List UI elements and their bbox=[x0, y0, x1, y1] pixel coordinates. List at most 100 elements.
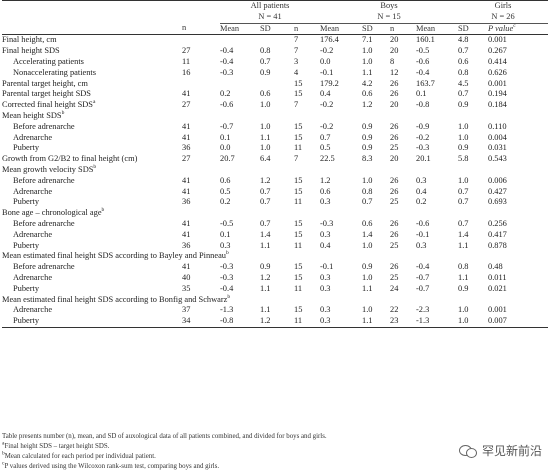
row-label: Final height SDS bbox=[2, 46, 60, 56]
cell-mean-boys: 0.3 bbox=[320, 305, 331, 315]
cell-mean-all: -1.3 bbox=[220, 305, 234, 315]
cell-p-value: 0.427 bbox=[488, 186, 507, 196]
cell-n-girls: 20 bbox=[390, 35, 399, 45]
cell-sd-all: 1.1 bbox=[260, 283, 271, 293]
row-label: Adrenarche bbox=[13, 272, 53, 282]
row-label-cell: Mean growth velocity SDSb bbox=[2, 164, 548, 176]
cell-n-boys: 15 bbox=[294, 229, 303, 239]
cell-sd-girls: 0.7 bbox=[458, 197, 469, 207]
cell-n-boys: 11 bbox=[294, 143, 303, 153]
table-row: Before adrenarche 41 -0.5 0.7 15 -0.3 0.6 26 -0.… bbox=[2, 219, 548, 230]
cell-sd-girls: 0.9 bbox=[458, 143, 469, 153]
cell-mean-boys: 0.3 bbox=[320, 272, 331, 282]
cell-mean-all: 0.3 bbox=[220, 240, 231, 250]
cell-n-all: 41 bbox=[182, 175, 191, 185]
row-label-cell: Corrected final height SDSa bbox=[2, 100, 182, 111]
row-label: Adrenarche bbox=[13, 305, 53, 315]
cell-mean-boys: -0.2 bbox=[320, 121, 334, 131]
cell-p-value: 0.267 bbox=[488, 46, 507, 56]
cell-p-value: 0.414 bbox=[488, 56, 507, 66]
cell-sd-girls: 0.7 bbox=[458, 46, 469, 56]
cell-n-all: 36 bbox=[182, 197, 191, 207]
cell-mean-boys: 179.2 bbox=[320, 78, 339, 88]
row-label: Accelerating patients bbox=[13, 56, 84, 66]
row-label-cell: Parental target height, cm bbox=[2, 79, 182, 90]
cell-sd-girls: 1.0 bbox=[458, 316, 489, 328]
cell-p-value: 0.007 bbox=[488, 316, 549, 328]
cell-sd-all: 1.0 bbox=[260, 100, 271, 110]
cell-n-girls: 26 bbox=[390, 121, 399, 131]
cell-mean-all: 0.1 bbox=[220, 132, 231, 142]
table-row: Before adrenarche 41 -0.3 0.9 15 -0.1 0.9 26 -0.… bbox=[2, 262, 548, 273]
cell-n-boys: 15 bbox=[294, 272, 303, 282]
row-label: Mean estimated final height SDS accordin… bbox=[2, 251, 226, 261]
cell-sd-all: 1.0 bbox=[260, 121, 271, 131]
cell-n-boys: 15 bbox=[294, 305, 303, 315]
cell-sd-all: 0.7 bbox=[260, 197, 271, 207]
cell-n-girls: 24 bbox=[390, 283, 399, 293]
table-row: Mean estimated final height SDS accordin… bbox=[2, 251, 548, 262]
footnote-c-text: P values derived using the Wilcoxon rank… bbox=[4, 463, 220, 470]
cell-mean-girls: 160.1 bbox=[416, 35, 435, 45]
cell-sd-girls: 5.8 bbox=[458, 154, 469, 164]
cell-mean-all: 0.2 bbox=[220, 89, 231, 99]
row-label-cell: Puberty bbox=[2, 143, 182, 154]
cell-sd-girls: 0.9 bbox=[458, 100, 469, 110]
cell-mean-girls: -0.2 bbox=[416, 132, 430, 142]
watermark-text: 罕见新前沿 bbox=[481, 444, 542, 458]
cell-n-girls: 26 bbox=[390, 89, 399, 99]
cell-mean-boys: 0.4 bbox=[320, 240, 331, 250]
table-row: Puberty 34 -0.8 1.2 11 0.3 1.1 23 -1.3 1.0 0.007 bbox=[2, 316, 549, 328]
cell-p-value: 0.021 bbox=[488, 283, 507, 293]
footnote-b: bMean calculated for each period per ind… bbox=[2, 450, 442, 462]
col-sd-boys: SD bbox=[362, 23, 390, 36]
cell-sd-all bbox=[260, 35, 294, 46]
cell-p-value: 0.004 bbox=[488, 132, 507, 142]
cell-mean-girls: 163.7 bbox=[416, 78, 435, 88]
cell-mean-girls: 0.1 bbox=[416, 89, 427, 99]
row-label: Parental target height, cm bbox=[2, 78, 88, 88]
cell-n-boys: 11 bbox=[294, 197, 303, 207]
row-label-cell: Final height SDS bbox=[2, 46, 182, 57]
table-row: Before adrenarche 41 -0.7 1.0 15 -0.2 0.9 26 -0.… bbox=[2, 122, 548, 133]
row-label: Mean height SDS bbox=[2, 110, 62, 120]
cell-n-girls: 26 bbox=[390, 175, 399, 185]
column-header-row: n Mean SD n Mean SD n Mean SD P valuec bbox=[2, 23, 549, 36]
table-row: Before adrenarche 41 0.6 1.2 15 1.2 1.0 26 0.3 1.… bbox=[2, 176, 548, 187]
group-all-label: All patients bbox=[220, 0, 320, 12]
cell-mean-all: -0.4 bbox=[220, 56, 234, 66]
cell-sd-girls: 0.8 bbox=[458, 262, 469, 272]
row-label-cell: Adrenarche bbox=[2, 230, 182, 241]
row-label-cell: Puberty bbox=[2, 284, 182, 295]
footnote-b-sup: b bbox=[2, 450, 5, 457]
cell-sd-girls: 0.9 bbox=[458, 283, 469, 293]
cell-n-girls: 20 bbox=[390, 46, 399, 56]
cell-n-girls: 23 bbox=[390, 316, 417, 328]
cell-sd-all: 0.6 bbox=[260, 89, 271, 99]
row-label: Puberty bbox=[13, 316, 40, 326]
cell-mean-girls: -0.8 bbox=[416, 100, 430, 110]
cell-sd-girls: 0.6 bbox=[458, 56, 469, 66]
cell-sd-boys: 0.7 bbox=[362, 197, 373, 207]
cell-mean-all bbox=[220, 35, 260, 46]
cell-mean-all: -0.8 bbox=[220, 316, 260, 328]
cell-mean-boys: 0.7 bbox=[320, 132, 331, 142]
cell-sd-all: 0.9 bbox=[260, 67, 271, 77]
col-mean-all: Mean bbox=[220, 23, 260, 36]
cell-p-value: 0.184 bbox=[488, 100, 507, 110]
cell-sd-boys: 1.2 bbox=[362, 100, 373, 110]
cell-p-value: 0.878 bbox=[488, 240, 507, 250]
cell-sd-girls: 0.8 bbox=[458, 67, 469, 77]
group-girls-n: N = 26 bbox=[458, 11, 549, 24]
cell-n-all: 37 bbox=[182, 305, 191, 315]
table-row: Adrenarche 41 0.1 1.4 15 0.3 1.4 26 -0.1 1.4 0.417 bbox=[2, 230, 548, 241]
footnote-a-text: Final height SDS – target height SDS. bbox=[4, 443, 110, 450]
cell-n-boys: 7 bbox=[294, 100, 299, 110]
cell-mean-all: -0.3 bbox=[220, 262, 234, 272]
cell-n-all: 41 bbox=[182, 89, 191, 99]
cell-mean-boys: -0.1 bbox=[320, 67, 334, 77]
cell-p-value: 0.626 bbox=[488, 67, 507, 77]
cell-sd-boys: 0.9 bbox=[362, 262, 373, 272]
row-label-cell: Adrenarche bbox=[2, 273, 182, 284]
group-girls-label: Girls bbox=[458, 0, 549, 12]
